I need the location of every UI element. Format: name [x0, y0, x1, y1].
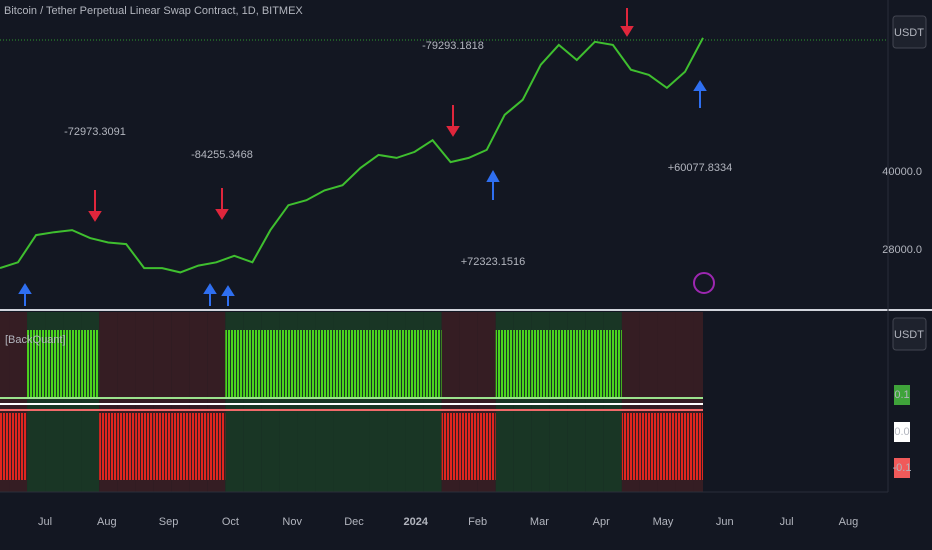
x-tick-label: Sep: [159, 516, 179, 528]
oscillator-bar: [567, 330, 586, 397]
oscillator-bar: [207, 413, 226, 480]
oscillator-bar: [495, 330, 514, 397]
price-pane: 28000.0 40000.0: [0, 37, 922, 274]
oscillator-bar: [513, 330, 532, 397]
currency-button[interactable]: [892, 317, 927, 351]
sell-arrows: [88, 8, 634, 222]
x-tick-label: Aug: [839, 516, 859, 528]
oscillator-bar: [387, 330, 406, 397]
oscillator-bar: [603, 330, 622, 397]
scale-badge: [894, 385, 910, 405]
buy-arrows: [18, 80, 707, 306]
scale-label: 0.1: [894, 389, 909, 401]
oscillator-bar: [675, 413, 694, 480]
x-tick-label: Nov: [282, 516, 302, 528]
oscillator-bar: [297, 330, 316, 397]
oscillator-bar: [171, 413, 190, 480]
oscillator-bar: [135, 413, 154, 480]
x-tick-label: Jul: [38, 516, 52, 528]
x-tick-label: Jun: [716, 516, 734, 528]
x-tick-label: May: [653, 516, 674, 528]
scale-label: 0.0: [894, 426, 909, 438]
x-tick-label: 2024: [404, 516, 429, 528]
x-tick-label: Apr: [593, 516, 610, 528]
x-tick-label: Dec: [344, 516, 364, 528]
price-line: [0, 37, 704, 274]
oscillator-bar: [621, 413, 640, 480]
event-icon[interactable]: [693, 272, 715, 294]
oscillator-bar: [549, 330, 568, 397]
oscillator-bar: [99, 413, 118, 480]
oscillator-bar: [27, 330, 46, 397]
oscillator-bar: [459, 413, 478, 480]
y-tick-label: 40000.0: [882, 166, 922, 178]
x-tick-label: Oct: [222, 516, 239, 528]
oscillator-bar: [81, 330, 100, 397]
signal-label: +72323.1516: [461, 256, 526, 268]
oscillator-bar: [189, 413, 208, 480]
x-tick-label: Feb: [468, 516, 487, 528]
oscillator-bar: [351, 330, 370, 397]
oscillator-bar: [0, 413, 10, 480]
signal-label: -84255.3468: [191, 149, 253, 161]
y-tick-label: 28000.0: [882, 244, 922, 256]
oscillator-bar: [531, 330, 550, 397]
oscillator-bar: [369, 330, 388, 397]
oscillator-bar: [693, 413, 703, 480]
signal-label: -72973.3091: [64, 126, 126, 138]
chart-title: Bitcoin / Tether Perpetual Linear Swap C…: [4, 5, 303, 17]
scale-label: -0.1: [893, 462, 912, 474]
oscillator-bar: [657, 413, 676, 480]
indicator-name: [BackQuant]: [5, 334, 66, 346]
currency-button[interactable]: [892, 15, 927, 49]
regime-background: [0, 312, 10, 492]
oscillator-bar: [117, 413, 136, 480]
oscillator-bar: [63, 330, 82, 397]
oscillator-bar: [243, 330, 262, 397]
x-tick-label: Mar: [530, 516, 549, 528]
oscillator-bar: [153, 413, 172, 480]
scale-badge: [894, 458, 910, 478]
signal-label: -79293.1818: [422, 40, 484, 52]
currency-label[interactable]: USDT: [894, 329, 924, 341]
oscillator-bar: [585, 330, 604, 397]
oscillator-bar: [315, 330, 334, 397]
oscillator-bar: [333, 330, 352, 397]
oscillator-bar: [405, 330, 424, 397]
oscillator-bar: [45, 330, 64, 397]
scale-badge: [894, 422, 910, 442]
signal-label: +60077.8334: [668, 162, 733, 174]
oscillator-bar: [441, 413, 460, 480]
oscillator-bar: [639, 413, 658, 480]
currency-label[interactable]: USDT: [894, 27, 924, 39]
regime-background: [693, 312, 703, 492]
oscillator-bar: [423, 330, 442, 397]
time-axis: Jul Aug Sep Oct Nov Dec 2024 Feb Mar Apr May Jun Jul…: [38, 516, 858, 528]
oscillator-bar: [261, 330, 280, 397]
oscillator-bar: [477, 413, 496, 480]
x-tick-label: Jul: [780, 516, 794, 528]
x-tick-label: Aug: [97, 516, 117, 528]
oscillator-bar: [225, 330, 244, 397]
oscillator-pane: [0, 312, 703, 492]
oscillator-bar: [9, 413, 28, 480]
oscillator-bar: [279, 330, 298, 397]
